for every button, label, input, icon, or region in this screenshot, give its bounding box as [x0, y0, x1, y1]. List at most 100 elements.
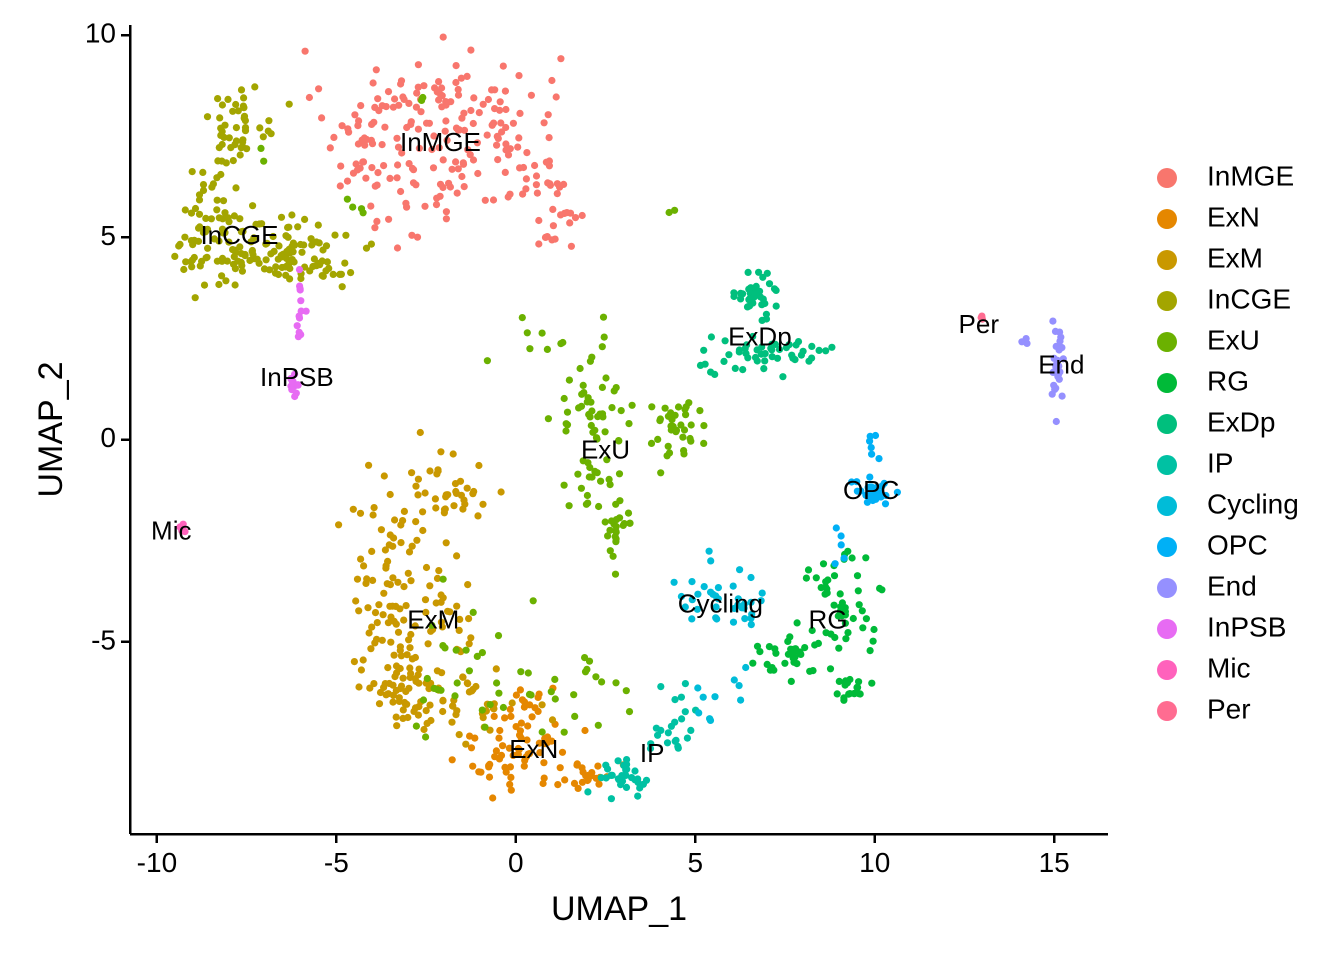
cluster-cycling-points [670, 547, 766, 725]
data-point [412, 181, 420, 189]
data-point [674, 403, 683, 411]
data-point [761, 299, 769, 308]
data-point [612, 384, 620, 392]
data-point [349, 203, 357, 211]
cluster-label-cycling: Cycling [678, 588, 763, 618]
data-point [772, 286, 780, 294]
data-point [506, 190, 514, 198]
data-point [532, 172, 541, 180]
data-point [357, 555, 365, 563]
data-point [1049, 317, 1057, 325]
data-point [626, 519, 634, 527]
data-point [357, 666, 365, 674]
data-point [842, 635, 850, 643]
data-point [534, 693, 542, 702]
data-point [195, 210, 204, 218]
data-point [492, 665, 500, 673]
data-point [467, 46, 475, 54]
data-point [364, 604, 372, 612]
data-point [373, 217, 381, 225]
data-point [594, 762, 602, 770]
data-point [529, 597, 537, 605]
data-point [456, 615, 464, 624]
data-point [384, 619, 392, 627]
data-point [730, 292, 738, 301]
data-point [438, 623, 446, 631]
data-point [611, 570, 620, 578]
data-point [218, 101, 226, 109]
data-point [357, 205, 366, 213]
data-point [602, 374, 610, 382]
data-point [227, 144, 235, 152]
data-point [508, 699, 516, 707]
data-point [608, 771, 616, 779]
data-point [380, 589, 388, 597]
data-point [784, 650, 793, 658]
data-point [413, 536, 421, 544]
data-point [384, 88, 393, 96]
data-point [203, 113, 212, 121]
data-point [753, 346, 761, 354]
data-point [665, 449, 674, 457]
data-point [592, 673, 600, 681]
data-point [450, 502, 458, 510]
data-point [402, 687, 410, 696]
data-point [700, 346, 708, 354]
data-point [554, 781, 562, 789]
data-point [700, 422, 708, 430]
data-point [405, 636, 413, 644]
data-point [277, 251, 285, 260]
data-point [594, 721, 602, 729]
data-point [501, 763, 509, 772]
data-point [272, 263, 280, 271]
data-point [422, 707, 430, 715]
data-point [775, 345, 784, 354]
data-point [664, 412, 673, 420]
data-point [420, 725, 428, 734]
data-point [318, 114, 326, 122]
data-point [452, 711, 460, 719]
data-point [312, 262, 320, 270]
data-point [347, 269, 355, 277]
data-point [607, 517, 616, 525]
data-point [433, 667, 441, 675]
data-point [343, 177, 352, 185]
data-point [448, 165, 456, 173]
data-point [808, 626, 816, 635]
data-point [822, 347, 830, 355]
data-point [400, 616, 408, 624]
data-point [548, 716, 557, 724]
data-point [837, 541, 845, 549]
data-point [368, 120, 376, 128]
data-point [213, 206, 221, 214]
data-point [731, 364, 739, 372]
data-point [289, 248, 297, 256]
data-point [399, 674, 407, 682]
data-point [407, 118, 415, 126]
data-point [414, 61, 422, 69]
data-point [734, 595, 742, 603]
data-point [435, 567, 443, 575]
legend-label: RG [1207, 365, 1249, 396]
data-point [399, 714, 407, 723]
data-point [696, 407, 704, 415]
data-point [426, 701, 434, 709]
data-point [452, 158, 460, 166]
data-point [432, 599, 440, 607]
data-point [448, 718, 456, 726]
data-point [362, 174, 370, 182]
data-point [474, 169, 482, 178]
data-point [796, 649, 804, 657]
data-point [489, 794, 497, 802]
data-point [433, 574, 442, 583]
data-point [216, 114, 224, 122]
data-point [680, 450, 688, 458]
data-point [378, 636, 386, 644]
data-point [589, 428, 597, 436]
data-point [743, 341, 751, 349]
data-point [362, 579, 370, 588]
data-point [544, 415, 553, 423]
data-point [429, 164, 438, 172]
data-point [478, 706, 486, 714]
data-point [414, 711, 422, 719]
